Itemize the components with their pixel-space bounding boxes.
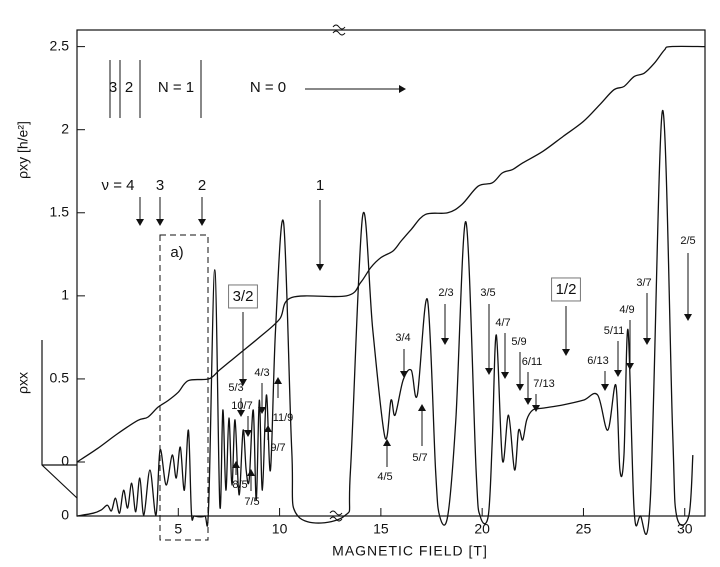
annotation: 3/5 [480, 287, 495, 299]
annotation: 4/7 [495, 317, 510, 329]
annotation: 10/7 [231, 400, 252, 412]
y2-axis-label: ρxx [15, 372, 31, 394]
inset-region [159, 234, 209, 541]
annotation: ν = 4 [102, 177, 135, 194]
annotation: 7/13 [533, 378, 554, 390]
annotation: 8/5 [232, 479, 247, 491]
x-tick-label: 5 [174, 521, 182, 537]
annotation: 3/7 [636, 277, 651, 289]
annotation: N = 1 [158, 79, 194, 96]
annotation: 6/13 [587, 355, 608, 367]
annotation: N = 0 [250, 79, 286, 96]
annotation: 5/3 [228, 382, 243, 394]
annotation: 3 [156, 177, 164, 194]
axis-break [329, 24, 346, 522]
annotation-box [551, 277, 581, 302]
annotation: 2 [125, 79, 133, 96]
x-tick-label: 25 [576, 521, 592, 537]
annotation-box [228, 284, 258, 309]
annotation: 1/2 [556, 281, 577, 298]
y-tick-label: 1 [61, 287, 69, 303]
annotation: 4/9 [619, 304, 634, 316]
y-tick-label: 1.5 [50, 203, 70, 219]
y-tick-label: 0 [61, 453, 69, 469]
annotation: 3 [109, 79, 117, 96]
annotation: 6/11 [522, 356, 543, 368]
rho-xy-curve [76, 45, 706, 463]
annotation: 2 [198, 177, 206, 194]
annotation: 4/5 [377, 471, 392, 483]
rho-xx-axis [41, 340, 78, 499]
annotation: 5/11 [604, 325, 625, 337]
x-tick-label: 10 [272, 521, 288, 537]
inset-markers [109, 60, 202, 118]
annotation: 9/7 [270, 442, 285, 454]
annotation: 2/3 [438, 287, 453, 299]
y-tick-label: 2 [61, 120, 69, 136]
annotation: 7/5 [244, 496, 259, 508]
y-axis-label: ρxy [h/e²] [15, 121, 31, 179]
y-tick-label: 2.5 [50, 37, 70, 53]
annotation: 5/9 [511, 336, 526, 348]
annotation: 2/5 [680, 235, 695, 247]
annotation: 4/3 [254, 367, 269, 379]
annotation: 3/4 [395, 332, 410, 344]
annotation: 5/7 [412, 452, 427, 464]
annotation: a) [170, 244, 183, 261]
x-tick-label: 20 [474, 521, 490, 537]
rho-xx-curve [76, 110, 694, 535]
y-tick-label: 0.5 [50, 370, 70, 386]
annotation: 11/9 [273, 412, 294, 424]
x-tick-label: 15 [373, 521, 389, 537]
annotation: 3/2 [233, 288, 254, 305]
y2-tick-label: 0 [61, 507, 69, 523]
plot-frame [76, 29, 706, 517]
annotation: 1 [316, 177, 324, 194]
x-axis-label: MAGNETIC FIELD [T] [332, 543, 488, 559]
